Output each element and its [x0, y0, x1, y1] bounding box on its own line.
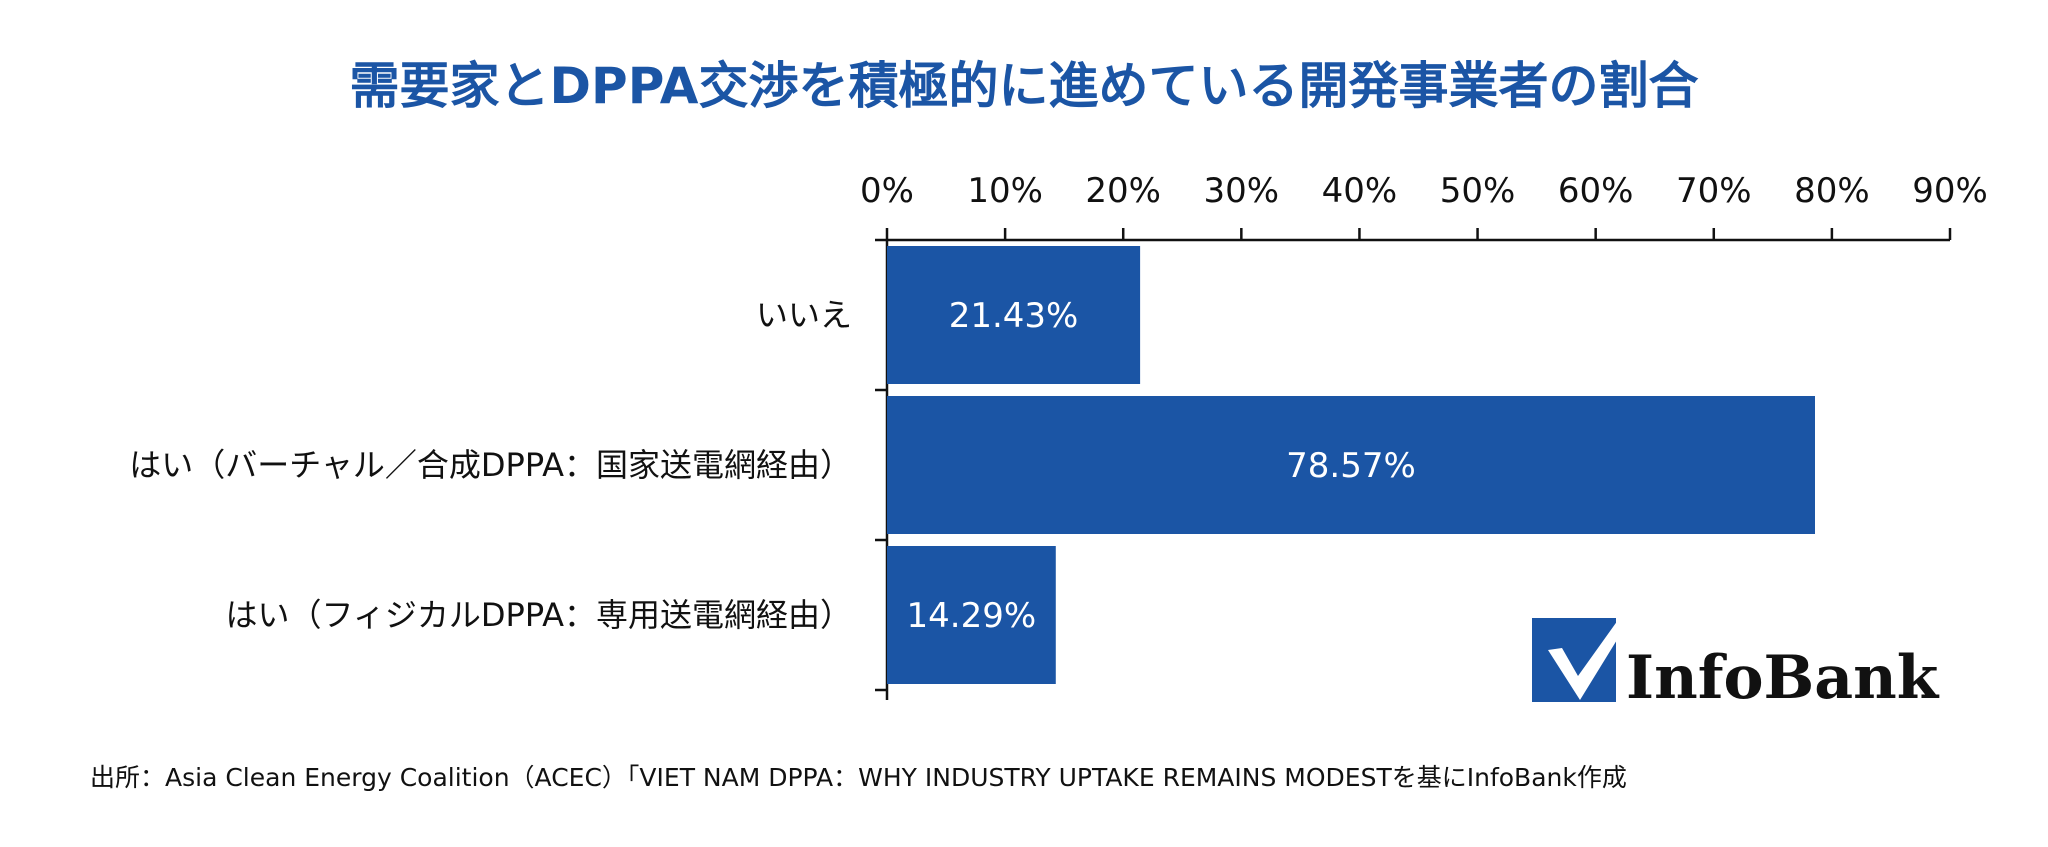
- x-tick-label: 30%: [1204, 171, 1280, 211]
- category-label: はい（バーチャル／合成DPPA：国家送電網経由）: [129, 446, 852, 484]
- bar: [887, 246, 1141, 384]
- x-tick-label: 0%: [860, 171, 914, 211]
- bar: [887, 396, 1815, 534]
- x-tick-label: 50%: [1440, 171, 1516, 211]
- x-tick-label: 20%: [1085, 171, 1161, 211]
- category-label: はい（フィジカルDPPA：専用送電網経由）: [226, 596, 852, 634]
- infobank-logo: InfoBank: [1532, 618, 1940, 713]
- data-label: 14.29%: [907, 596, 1037, 636]
- data-label: 78.57%: [1286, 446, 1416, 486]
- data-label: 21.43%: [949, 296, 1079, 336]
- x-tick-label: 60%: [1558, 171, 1634, 211]
- x-tick-label: 90%: [1912, 171, 1988, 211]
- logo-text: InfoBank: [1626, 643, 1940, 713]
- checkmark-icon: [1532, 618, 1628, 702]
- x-tick-label: 10%: [967, 171, 1043, 211]
- x-tick-label: 40%: [1322, 171, 1398, 211]
- bar: [887, 546, 1056, 684]
- bars: 21.43% 78.57% 14.29%: [887, 246, 1815, 684]
- source-note: 出所：Asia Clean Energy Coalition（ACEC）「VIE…: [90, 763, 1627, 792]
- x-tick-label: 80%: [1794, 171, 1870, 211]
- x-axis: 0% 10% 20% 30% 40% 50% 60% 70% 80% 90%: [860, 171, 1988, 700]
- x-tick-label: 70%: [1676, 171, 1752, 211]
- chart-title: 需要家とDPPA交渉を積極的に進めている開発事業者の割合: [350, 57, 1699, 115]
- category-label: いいえ: [756, 296, 852, 334]
